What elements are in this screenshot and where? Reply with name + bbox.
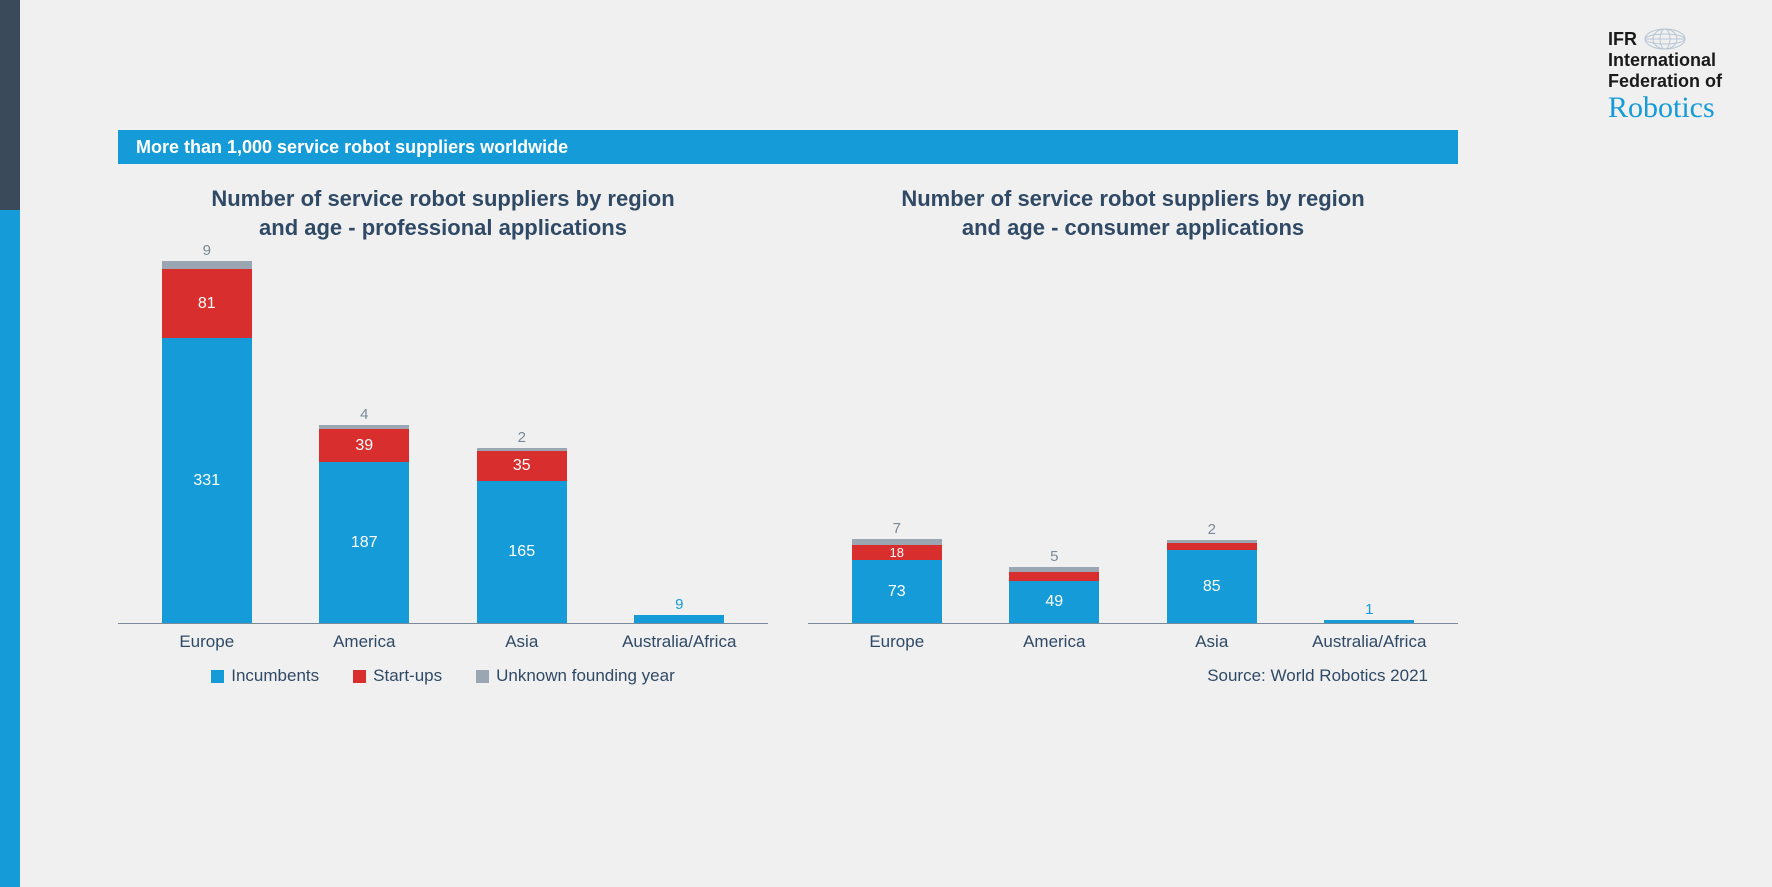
bar-segment-incumbents: 165	[477, 481, 567, 623]
bar-top-label: 2	[1208, 521, 1216, 538]
swatch-incumbents	[211, 670, 224, 683]
bar-group: 7 7318	[837, 520, 957, 623]
legend-startups: Start-ups	[353, 666, 442, 686]
x-axis-label: Australia/Africa	[619, 632, 739, 652]
legend-incumbents: Incumbents	[211, 666, 319, 686]
bar-group: 2 16535	[462, 429, 582, 623]
bar-top-label: 4	[360, 406, 368, 423]
left-chart: Number of service robot suppliers by reg…	[118, 185, 768, 686]
bar-segment-startups: 18	[852, 545, 942, 560]
charts-container: Number of service robot suppliers by reg…	[118, 185, 1458, 686]
left-accent-dark	[0, 0, 20, 210]
left-title-l1: Number of service robot suppliers by reg…	[211, 186, 674, 211]
bar-stack	[634, 615, 724, 623]
bar-stack: 7318	[852, 539, 942, 623]
bar-segment-incumbents: 49	[1009, 581, 1099, 623]
right-title-l1: Number of service robot suppliers by reg…	[901, 186, 1364, 211]
source-line: Source: World Robotics 2021	[808, 666, 1458, 686]
x-axis-label: Asia	[1152, 632, 1272, 652]
bar-stack	[1324, 620, 1414, 623]
bar-top-label: 2	[518, 429, 526, 446]
swatch-startups	[353, 670, 366, 683]
bar-group: 1	[1309, 601, 1429, 623]
bar-top-label: 7	[893, 520, 901, 537]
bar-group: 9 33181	[147, 242, 267, 623]
bar-top-label: 9	[203, 242, 211, 259]
legend-incumbents-label: Incumbents	[231, 666, 319, 686]
swatch-unknown	[476, 670, 489, 683]
bar-segment-startups: 81	[162, 269, 252, 339]
bar-group: 2 85	[1152, 521, 1272, 623]
right-chart: Number of service robot suppliers by reg…	[808, 185, 1458, 686]
left-accent-blue	[0, 210, 20, 887]
bar-segment-incumbents	[634, 615, 724, 623]
logo-line2: International	[1608, 50, 1722, 71]
bar-top-label: 9	[675, 596, 683, 613]
bar-segment-incumbents	[1324, 620, 1414, 623]
left-title-l2: and age - professional applications	[259, 215, 627, 240]
legend-unknown-label: Unknown founding year	[496, 666, 675, 686]
right-chart-title: Number of service robot suppliers by reg…	[808, 185, 1458, 242]
left-x-labels: Europe America Asia Australia/Africa	[118, 624, 768, 652]
bar-segment-startups	[1167, 543, 1257, 550]
bar-segment-startups	[1009, 572, 1099, 581]
bar-group: 9	[619, 596, 739, 623]
title-bar-text: More than 1,000 service robot suppliers …	[136, 137, 568, 158]
x-axis-label: Asia	[462, 632, 582, 652]
bar-segment-incumbents: 187	[319, 462, 409, 623]
x-axis-label: America	[994, 632, 1114, 652]
bar-segment-incumbents: 73	[852, 560, 942, 623]
right-x-labels: Europe America Asia Australia/Africa	[808, 624, 1458, 652]
logo-line1: IFR	[1608, 29, 1637, 50]
bar-top-label: 1	[1365, 601, 1373, 618]
logo-line3: Federation of	[1608, 71, 1722, 92]
bar-group: 4 18739	[304, 406, 424, 623]
bar-stack: 85	[1167, 540, 1257, 623]
x-axis-label: Europe	[147, 632, 267, 652]
left-chart-title: Number of service robot suppliers by reg…	[118, 185, 768, 242]
legend-startups-label: Start-ups	[373, 666, 442, 686]
left-plot-area: 9331814187392165359	[118, 254, 768, 624]
bar-stack: 33181	[162, 261, 252, 623]
bar-group: 5 49	[994, 548, 1114, 623]
bar-stack: 18739	[319, 425, 409, 623]
globe-icon	[1643, 28, 1687, 50]
bar-segment-startups: 39	[319, 429, 409, 463]
bar-top-label: 5	[1050, 548, 1058, 565]
x-axis-label: Australia/Africa	[1309, 632, 1429, 652]
chart-legend: Incumbents Start-ups Unknown founding ye…	[118, 666, 768, 686]
bar-stack: 49	[1009, 567, 1099, 623]
ifr-logo: IFR International Federation of Robotics	[1608, 28, 1722, 123]
bar-segment-startups: 35	[477, 451, 567, 481]
x-axis-label: America	[304, 632, 424, 652]
bar-segment-unknown	[162, 261, 252, 269]
bar-stack: 16535	[477, 448, 567, 623]
legend-unknown: Unknown founding year	[476, 666, 675, 686]
right-plot-area: 7 7318 5 49 2 85 1	[808, 254, 1458, 624]
right-title-l2: and age - consumer applications	[962, 215, 1304, 240]
x-axis-label: Europe	[837, 632, 957, 652]
bar-segment-incumbents: 85	[1167, 550, 1257, 623]
title-bar: More than 1,000 service robot suppliers …	[118, 130, 1458, 164]
bar-segment-incumbents: 331	[162, 338, 252, 623]
logo-script: Robotics	[1608, 93, 1722, 123]
